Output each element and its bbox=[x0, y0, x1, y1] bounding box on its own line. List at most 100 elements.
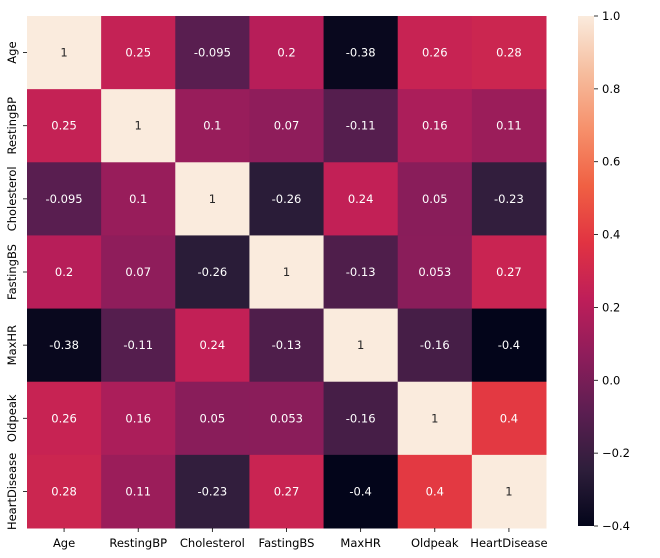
heatmap-cell-2-4 bbox=[323, 162, 399, 236]
heatmap-cell-6-3 bbox=[249, 454, 325, 529]
cell-annotation-5-5: 1 bbox=[431, 411, 438, 425]
cell-annotation-3-4: -0.13 bbox=[346, 265, 376, 279]
y-tick-label: Age bbox=[5, 41, 19, 63]
cell-annotation-1-1: 1 bbox=[135, 119, 142, 133]
heatmap-cell-2-6 bbox=[471, 162, 547, 236]
heatmap-cell-0-5 bbox=[397, 16, 473, 90]
cell-annotation-6-3: 0.27 bbox=[274, 484, 300, 498]
x-tick-label: RestingBP bbox=[109, 536, 167, 550]
cell-annotation-4-0: -0.38 bbox=[49, 338, 79, 352]
heatmap-cell-2-1 bbox=[101, 162, 176, 236]
cell-annotation-4-6: -0.4 bbox=[498, 338, 520, 352]
y-tick-label: Oldpeak bbox=[5, 394, 19, 442]
colorbar: −0.4 −0.2 0.0 0.2 0.4 0.6 0.8 1.0 bbox=[578, 9, 630, 533]
cell-annotation-3-1: 0.07 bbox=[125, 265, 151, 279]
heatmap-cell-4-2 bbox=[175, 308, 250, 383]
colorbar-tick-label: −0.4 bbox=[602, 519, 630, 533]
heatmap-cell-0-2 bbox=[175, 16, 250, 90]
y-tick-label: Cholesterol bbox=[5, 166, 19, 231]
cell-annotation-5-6: 0.4 bbox=[500, 411, 518, 425]
cell-annotation-2-2: 1 bbox=[209, 192, 216, 206]
heatmap-cell-2-3 bbox=[249, 162, 325, 236]
cell-annotation-6-2: -0.23 bbox=[197, 484, 227, 498]
heatmap-cell-6-2 bbox=[175, 454, 250, 529]
y-axis-ticks: Age RestingBP Cholesterol FastingBS MaxHR Old… bbox=[5, 41, 27, 530]
colorbar-tick-label: 0.4 bbox=[602, 228, 620, 242]
heatmap-cell-6-5 bbox=[397, 454, 473, 529]
cell-annotation-1-0: 0.25 bbox=[51, 119, 77, 133]
x-tick-label: HeartDisease bbox=[470, 536, 547, 550]
x-tick-label: Oldpeak bbox=[411, 536, 459, 550]
cell-annotation-5-2: 0.05 bbox=[200, 411, 226, 425]
heatmap-cell-5-0 bbox=[27, 381, 102, 456]
heatmap-cell-3-1 bbox=[101, 235, 176, 310]
x-tick-label: MaxHR bbox=[340, 536, 380, 550]
cell-annotation-1-6: 0.11 bbox=[496, 119, 522, 133]
cell-annotation-5-3: 0.053 bbox=[270, 411, 303, 425]
heatmap-cell-5-4 bbox=[323, 381, 399, 456]
heatmap-annotations: 1 0.25 -0.095 0.2 -0.38 0.26 0.28 0.25 1 0.1 0.07 -… bbox=[46, 46, 524, 499]
y-tick-label: HeartDisease bbox=[5, 453, 19, 530]
colorbar-tick-label: 0.8 bbox=[602, 82, 620, 96]
cell-annotation-2-6: -0.23 bbox=[494, 192, 524, 206]
cell-annotation-0-4: -0.38 bbox=[346, 46, 376, 60]
colorbar-tick-label: 0.0 bbox=[602, 373, 620, 387]
y-tick-label: FastingBS bbox=[5, 244, 19, 300]
colorbar-tick-label: −0.2 bbox=[602, 446, 630, 460]
cell-annotation-1-5: 0.16 bbox=[422, 119, 448, 133]
heatmap-cell-4-3 bbox=[249, 308, 325, 383]
cell-annotation-1-3: 0.07 bbox=[274, 119, 300, 133]
heatmap-cell-5-5 bbox=[397, 381, 473, 456]
x-tick-label: Cholesterol bbox=[180, 536, 245, 550]
cell-annotation-0-3: 0.2 bbox=[277, 46, 295, 60]
heatmap-cell-6-4 bbox=[323, 454, 399, 529]
heatmap-cell-3-4 bbox=[323, 235, 399, 310]
heatmap-cell-2-5 bbox=[397, 162, 473, 236]
heatmap-cell-4-4 bbox=[323, 308, 399, 383]
heatmap-cell-2-2 bbox=[175, 162, 250, 236]
cell-annotation-2-4: 0.24 bbox=[348, 192, 374, 206]
cell-annotation-6-4: -0.4 bbox=[349, 484, 371, 498]
colorbar-gradient bbox=[578, 16, 594, 526]
heatmap-cell-5-6 bbox=[471, 381, 547, 456]
cell-annotation-4-1: -0.11 bbox=[123, 338, 153, 352]
cell-annotation-0-0: 1 bbox=[60, 46, 67, 60]
colorbar-ticks: −0.4 −0.2 0.0 0.2 0.4 0.6 0.8 1.0 bbox=[594, 9, 630, 533]
cell-annotation-3-2: -0.26 bbox=[197, 265, 227, 279]
colorbar-tick-label: 0.6 bbox=[602, 155, 620, 169]
cell-annotation-5-1: 0.16 bbox=[125, 411, 151, 425]
y-tick-label: MaxHR bbox=[5, 325, 19, 365]
cell-annotation-4-4: 1 bbox=[357, 338, 364, 352]
heatmap-cell-0-1 bbox=[101, 16, 176, 90]
heatmap-cell-3-3 bbox=[249, 235, 325, 310]
cell-annotation-4-3: -0.13 bbox=[272, 338, 302, 352]
colorbar-tick-label: 0.2 bbox=[602, 300, 620, 314]
heatmap-cell-0-0 bbox=[27, 16, 102, 90]
cell-annotation-6-5: 0.4 bbox=[426, 484, 444, 498]
heatmap-cell-3-5 bbox=[397, 235, 473, 310]
cell-annotation-0-6: 0.28 bbox=[496, 46, 522, 60]
heatmap-cell-4-6 bbox=[471, 308, 547, 383]
heatmap-cell-3-2 bbox=[175, 235, 250, 310]
heatmap-cell-6-1 bbox=[101, 454, 176, 529]
heatmap-cell-4-0 bbox=[27, 308, 102, 383]
cell-annotation-5-4: -0.16 bbox=[346, 411, 376, 425]
heatmap-cell-6-6 bbox=[471, 454, 547, 529]
cell-annotation-2-1: 0.1 bbox=[129, 192, 147, 206]
y-tick-label: RestingBP bbox=[5, 97, 19, 155]
cell-annotation-4-2: 0.24 bbox=[200, 338, 226, 352]
heatmap-cell-0-4 bbox=[323, 16, 399, 90]
cell-annotation-2-3: -0.26 bbox=[272, 192, 302, 206]
x-axis-ticks: Age RestingBP Cholesterol FastingBS MaxHR Old… bbox=[53, 528, 548, 550]
heatmap-cell-4-1 bbox=[101, 308, 176, 383]
cell-annotation-3-6: 0.27 bbox=[496, 265, 522, 279]
heatmap-cell-5-3 bbox=[249, 381, 325, 456]
heatmap-cell-6-0 bbox=[27, 454, 102, 529]
heatmap-cell-1-5 bbox=[397, 89, 473, 163]
cell-annotation-2-5: 0.05 bbox=[422, 192, 448, 206]
cell-annotation-0-2: -0.095 bbox=[194, 46, 231, 60]
cell-annotation-5-0: 0.26 bbox=[51, 411, 77, 425]
cell-annotation-1-4: -0.11 bbox=[346, 119, 376, 133]
cell-annotation-2-0: -0.095 bbox=[46, 192, 83, 206]
heatmap-cell-4-5 bbox=[397, 308, 473, 383]
